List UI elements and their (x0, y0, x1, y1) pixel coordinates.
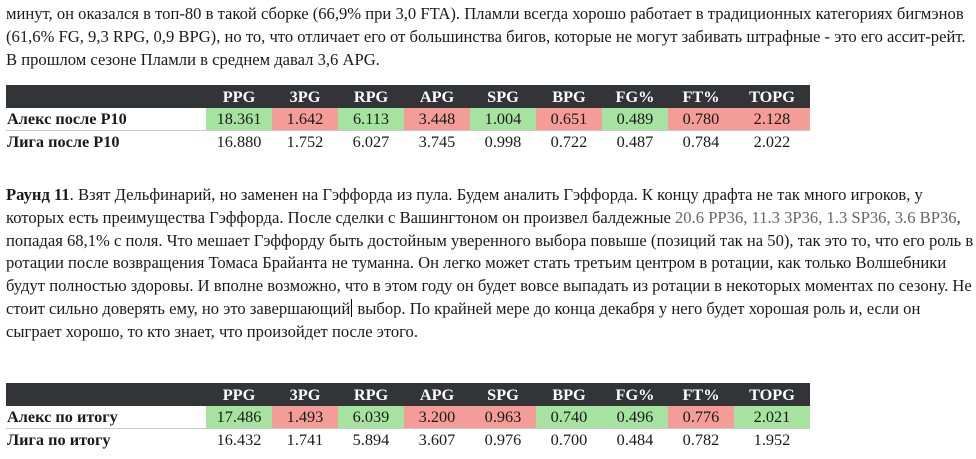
header-bpg: BPG (536, 85, 602, 108)
table-cell: 0.489 (602, 108, 668, 131)
table-cell: 0.782 (668, 428, 734, 451)
table-cell: 2.022 (734, 130, 810, 153)
table-cell: 0.700 (536, 428, 602, 451)
table-cell: 18.361 (206, 108, 272, 131)
table-cell: 1.752 (272, 130, 338, 153)
table-cell: 2.021 (734, 406, 810, 429)
table-cell: 1.642 (272, 108, 338, 131)
header-corner (6, 383, 206, 406)
paragraph-text: выбор. По крайней мере до конца декабря … (6, 298, 921, 341)
table-cell: 1.741 (272, 428, 338, 451)
table-cell: 0.963 (470, 406, 536, 429)
header-fg-pct: FG% (602, 85, 668, 108)
header-rpg: RPG (338, 85, 404, 108)
table-cell: 6.027 (338, 130, 404, 153)
stats-table-round10: PPG 3PG RPG APG SPG BPG FG% FT% TOPG Але… (6, 85, 810, 153)
header-apg: APG (404, 383, 470, 406)
table-cell: 0.487 (602, 130, 668, 153)
table-cell: 3.448 (404, 108, 470, 131)
header-ppg: PPG (206, 85, 272, 108)
header-topg: TOPG (734, 383, 810, 406)
header-apg: APG (404, 85, 470, 108)
header-3pg: 3PG (272, 383, 338, 406)
header-ft-pct: FT% (668, 85, 734, 108)
header-topg: TOPG (734, 85, 810, 108)
row-label: Лига по итогу (6, 428, 206, 451)
table-cell: 16.880 (206, 130, 272, 153)
row-label: Алекс по итогу (6, 406, 206, 429)
header-corner (6, 85, 206, 108)
table-cell: 5.894 (338, 428, 404, 451)
table-cell: 0.722 (536, 130, 602, 153)
paragraph-text: , попадая 68,1% с поля. Что мешает Гэффо… (6, 207, 974, 318)
table-header-row: PPG 3PG RPG APG SPG BPG FG% FT% TOPG (6, 85, 810, 108)
table-cell: 1.493 (272, 406, 338, 429)
table-cell: 0.484 (602, 428, 668, 451)
table-cell: 3.745 (404, 130, 470, 153)
paragraph-plumlee: минут, он оказался в топ-80 в такой сбор… (6, 4, 966, 69)
table-cell: 17.486 (206, 406, 272, 429)
header-spg: SPG (470, 383, 536, 406)
table-cell: 16.432 (206, 428, 272, 451)
stats-table-final: PPG 3PG RPG APG SPG BPG FG% FT% TOPG Але… (6, 383, 810, 451)
table-cell: 1.004 (470, 108, 536, 131)
row-label: Лига после Р10 (6, 130, 206, 153)
table-row-alex: Алекс после Р10 18.361 1.642 6.113 3.448… (6, 108, 810, 131)
header-3pg: 3PG (272, 85, 338, 108)
table-cell: 3.200 (404, 406, 470, 429)
header-rpg: RPG (338, 383, 404, 406)
header-ft-pct: FT% (668, 383, 734, 406)
header-bpg: BPG (536, 383, 602, 406)
round-heading: Раунд 11 (6, 185, 70, 204)
table-cell: 3.607 (404, 428, 470, 451)
table-cell: 0.651 (536, 108, 602, 131)
table-row-alex: Алекс по итогу 17.486 1.493 6.039 3.200 … (6, 406, 810, 429)
row-label: Алекс после Р10 (6, 108, 206, 131)
table-row-league: Лига по итогу 16.432 1.741 5.894 3.607 0… (6, 428, 810, 451)
stat-line: 20.6 PP36, 11.3 3P36, 1.3 SP36, 3.6 BP36 (675, 207, 957, 227)
table-cell: 6.113 (338, 108, 404, 131)
table-cell: 6.039 (338, 406, 404, 429)
table-cell: 1.952 (734, 428, 810, 451)
table-cell: 0.784 (668, 130, 734, 153)
paragraph-text: . Взят Дельфинарий, но заменен на Гэффор… (6, 185, 923, 227)
table-cell: 0.780 (668, 108, 734, 131)
table-cell: 0.740 (536, 406, 602, 429)
header-spg: SPG (470, 85, 536, 108)
table-cell: 0.976 (470, 428, 536, 451)
paragraph-round11: Раунд 11. Взят Дельфинарий, но заменен н… (6, 184, 974, 344)
table-row-league: Лига после Р10 16.880 1.752 6.027 3.745 … (6, 130, 810, 153)
header-ppg: PPG (206, 383, 272, 406)
table-cell: 0.496 (602, 406, 668, 429)
text-cursor (351, 298, 353, 317)
table-cell: 2.128 (734, 108, 810, 131)
table-cell: 0.998 (470, 130, 536, 153)
header-fg-pct: FG% (602, 383, 668, 406)
table-header-row: PPG 3PG RPG APG SPG BPG FG% FT% TOPG (6, 383, 810, 406)
table-cell: 0.776 (668, 406, 734, 429)
